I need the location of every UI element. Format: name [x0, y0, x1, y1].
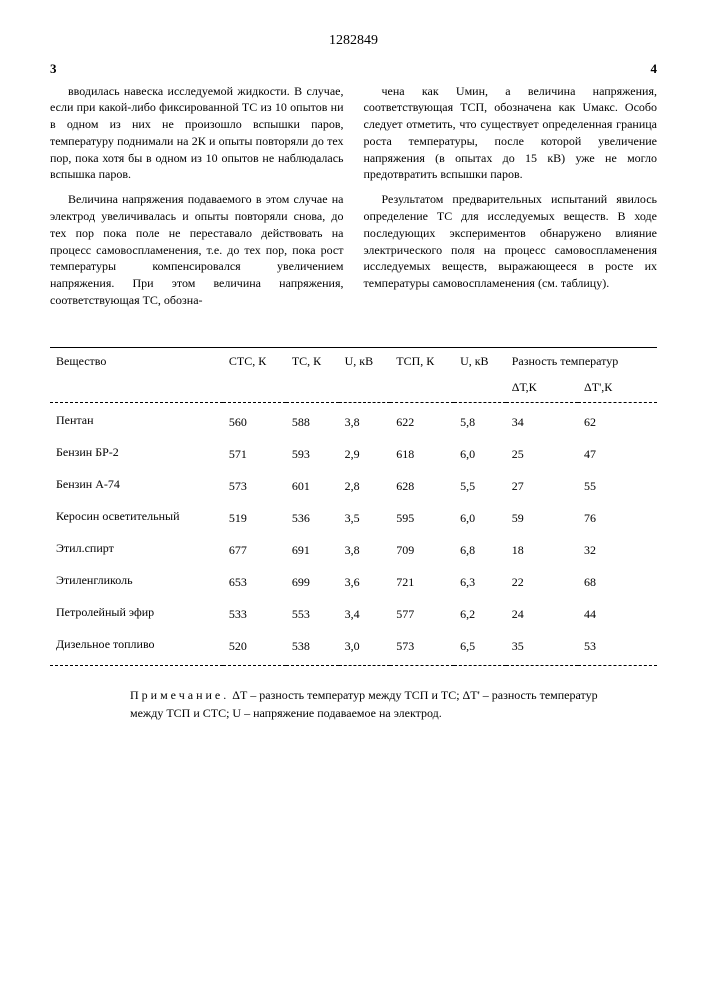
- cell-sts: 560: [223, 402, 286, 435]
- cell-dt-prime: 32: [578, 531, 657, 563]
- cell-dt: 25: [506, 435, 578, 467]
- cell-dt-prime: 55: [578, 467, 657, 499]
- cell-ts: 699: [286, 563, 339, 595]
- cell-sts: 519: [223, 499, 286, 531]
- table-body: Пентан 560 588 3,8 622 5,8 34 62 Бензин …: [50, 402, 657, 665]
- cell-u1: 2,8: [339, 467, 391, 499]
- cell-substance: Этил.спирт: [50, 531, 223, 563]
- cell-dt-prime: 44: [578, 595, 657, 627]
- column-numbers: 3 4: [50, 59, 657, 79]
- cell-dt: 18: [506, 531, 578, 563]
- table-header-row: Вещество СТС, К ТС, К U, кВ ТСП, К U, кВ…: [50, 347, 657, 374]
- table-row: Этиленгликоль 653 699 3,6 721 6,3 22 68: [50, 563, 657, 595]
- header-sts: СТС, К: [223, 347, 286, 374]
- table-row: Керосин осветительный 519 536 3,5 595 6,…: [50, 499, 657, 531]
- cell-tsp: 721: [390, 563, 454, 595]
- data-table: Вещество СТС, К ТС, К U, кВ ТСП, К U, кВ…: [50, 347, 657, 666]
- cell-sts: 653: [223, 563, 286, 595]
- cell-tsp: 709: [390, 531, 454, 563]
- cell-dt: 59: [506, 499, 578, 531]
- cell-substance: Пентан: [50, 402, 223, 435]
- cell-substance: Этиленгликоль: [50, 563, 223, 595]
- cell-tsp: 628: [390, 467, 454, 499]
- cell-sts: 571: [223, 435, 286, 467]
- cell-u1: 3,8: [339, 531, 391, 563]
- table-row: Петролейный эфир 533 553 3,4 577 6,2 24 …: [50, 595, 657, 627]
- text-columns: вводилась навеска исследуемой жидкости. …: [50, 83, 657, 317]
- cell-dt: 22: [506, 563, 578, 595]
- cell-sts: 520: [223, 627, 286, 666]
- cell-u1: 3,4: [339, 595, 391, 627]
- header-dt: ΔТ,К: [506, 374, 578, 403]
- cell-ts: 593: [286, 435, 339, 467]
- cell-u1: 2,9: [339, 435, 391, 467]
- cell-ts: 588: [286, 402, 339, 435]
- cell-tsp: 618: [390, 435, 454, 467]
- cell-u2: 6,0: [454, 435, 506, 467]
- cell-ts: 538: [286, 627, 339, 666]
- cell-ts: 691: [286, 531, 339, 563]
- cell-dt-prime: 68: [578, 563, 657, 595]
- header-u2: U, кВ: [454, 347, 506, 374]
- left-column: вводилась навеска исследуемой жидкости. …: [50, 83, 344, 317]
- cell-dt: 35: [506, 627, 578, 666]
- cell-dt: 34: [506, 402, 578, 435]
- left-paragraph-2: Величина напряжения подаваемого в этом с…: [50, 191, 344, 309]
- right-paragraph-2: Результатом предварительных испытаний яв…: [364, 191, 658, 292]
- page-number: 1282849: [50, 30, 657, 51]
- table-row: Этил.спирт 677 691 3,8 709 6,8 18 32: [50, 531, 657, 563]
- cell-u2: 5,5: [454, 467, 506, 499]
- table-row: Пентан 560 588 3,8 622 5,8 34 62: [50, 402, 657, 435]
- left-col-number: 3: [50, 59, 57, 79]
- header-temp-diff: Разность температур: [506, 347, 657, 374]
- header-tsp: ТСП, К: [390, 347, 454, 374]
- cell-u2: 6,5: [454, 627, 506, 666]
- cell-u1: 3,8: [339, 402, 391, 435]
- header-dt-prime: ΔТ',К: [578, 374, 657, 403]
- table-row: Бензин А-74 573 601 2,8 628 5,5 27 55: [50, 467, 657, 499]
- cell-substance: Дизельное топливо: [50, 627, 223, 666]
- table-row: Бензин БР-2 571 593 2,9 618 6,0 25 47: [50, 435, 657, 467]
- cell-dt-prime: 62: [578, 402, 657, 435]
- header-u1: U, кВ: [339, 347, 391, 374]
- cell-ts: 553: [286, 595, 339, 627]
- right-paragraph-1: чена как Uмин, а величина напряжения, со…: [364, 83, 658, 184]
- header-substance: Вещество: [50, 347, 223, 374]
- cell-tsp: 595: [390, 499, 454, 531]
- note-label: Примечание.: [130, 688, 229, 702]
- cell-sts: 677: [223, 531, 286, 563]
- footnote: Примечание. ΔТ – разность температур меж…: [130, 686, 607, 722]
- cell-dt: 27: [506, 467, 578, 499]
- cell-sts: 573: [223, 467, 286, 499]
- cell-ts: 601: [286, 467, 339, 499]
- cell-dt: 24: [506, 595, 578, 627]
- cell-dt-prime: 53: [578, 627, 657, 666]
- table-row: Дизельное топливо 520 538 3,0 573 6,5 35…: [50, 627, 657, 666]
- left-paragraph-1: вводилась навеска исследуемой жидкости. …: [50, 83, 344, 184]
- table-subheader-row: ΔТ,К ΔТ',К: [50, 374, 657, 403]
- cell-u1: 3,0: [339, 627, 391, 666]
- cell-substance: Керосин осветительный: [50, 499, 223, 531]
- header-ts: ТС, К: [286, 347, 339, 374]
- cell-dt-prime: 47: [578, 435, 657, 467]
- right-column: чена как Uмин, а величина напряжения, со…: [364, 83, 658, 317]
- cell-u1: 3,6: [339, 563, 391, 595]
- cell-u2: 6,2: [454, 595, 506, 627]
- cell-tsp: 573: [390, 627, 454, 666]
- cell-u2: 6,0: [454, 499, 506, 531]
- cell-substance: Бензин БР-2: [50, 435, 223, 467]
- right-col-number: 4: [651, 59, 658, 79]
- cell-substance: Бензин А-74: [50, 467, 223, 499]
- cell-tsp: 577: [390, 595, 454, 627]
- cell-u2: 6,3: [454, 563, 506, 595]
- cell-dt-prime: 76: [578, 499, 657, 531]
- cell-u2: 6,8: [454, 531, 506, 563]
- cell-u2: 5,8: [454, 402, 506, 435]
- cell-u1: 3,5: [339, 499, 391, 531]
- cell-substance: Петролейный эфир: [50, 595, 223, 627]
- cell-tsp: 622: [390, 402, 454, 435]
- cell-sts: 533: [223, 595, 286, 627]
- cell-ts: 536: [286, 499, 339, 531]
